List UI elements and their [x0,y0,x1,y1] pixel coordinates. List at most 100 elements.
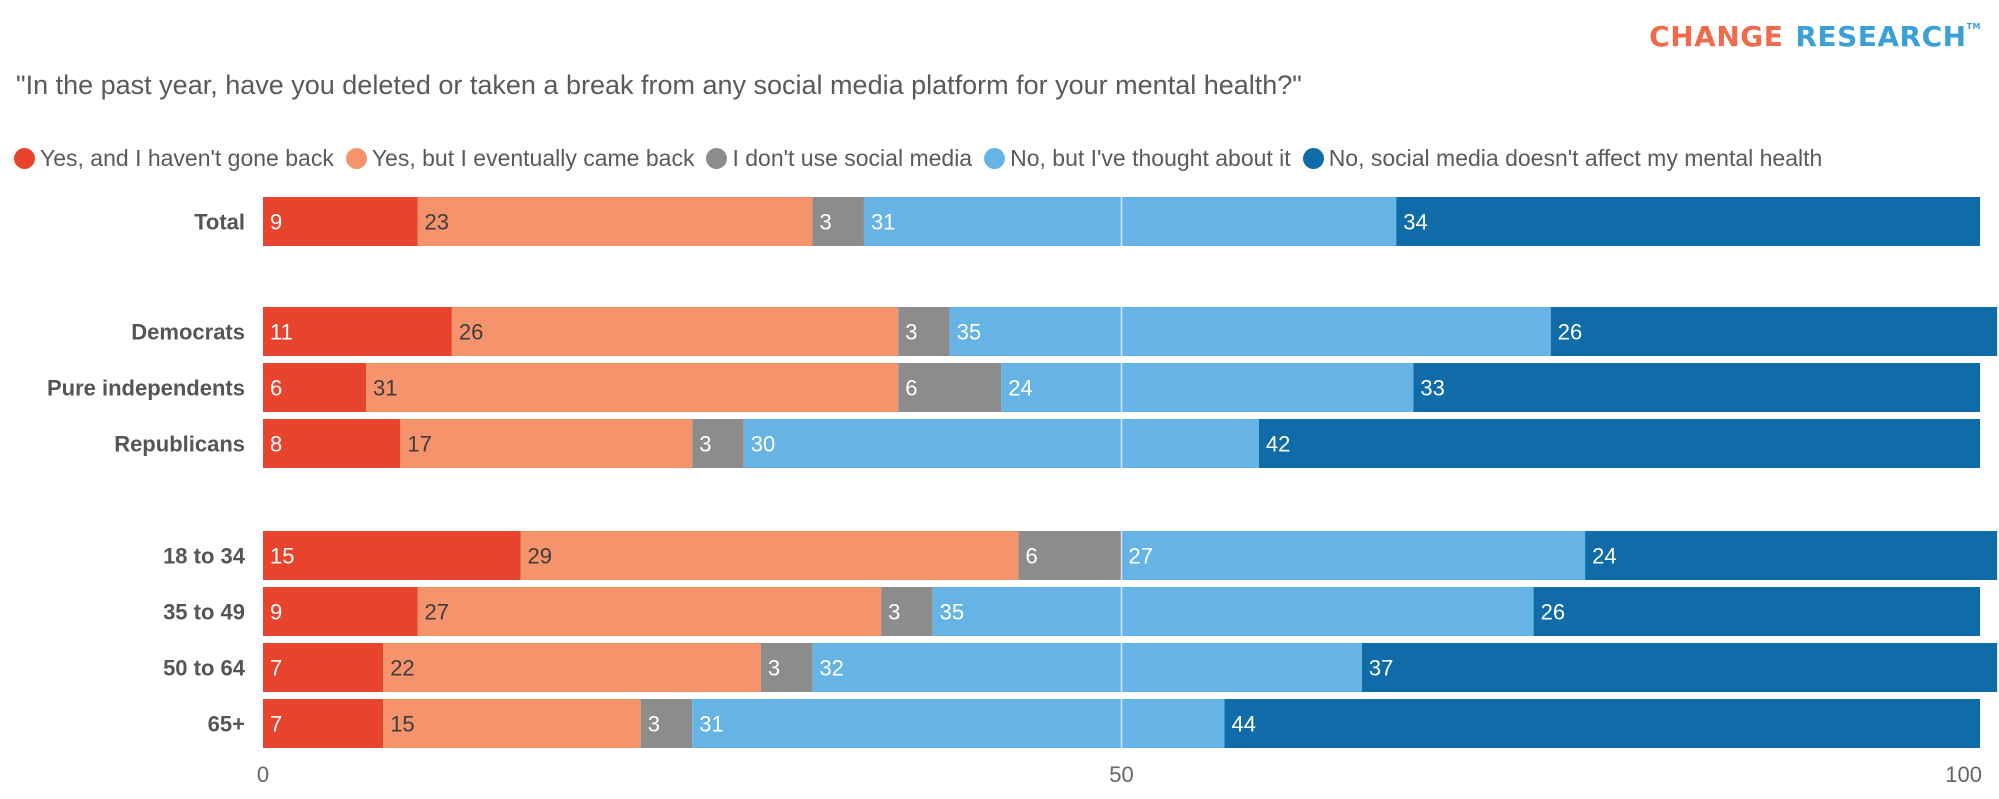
bar-segment [640,699,693,748]
bar-segment [263,587,418,636]
logo-word-research: RESEARCH [1795,20,1967,53]
value-label: 3 [888,600,900,625]
category-label: 35 to 49 [163,600,245,625]
change-research-logo: CHANGE RESEARCHTM [1649,20,1981,53]
bar-row: Republicans [114,419,1980,468]
bar-segment [383,699,641,748]
bar-segment [760,643,813,692]
legend-label: Yes, and I haven't gone back [40,145,334,171]
bar-segment [366,363,899,412]
value-label: 26 [1558,320,1582,345]
value-label: 33 [1420,376,1444,401]
bar-segment [1001,363,1414,412]
bar-segment [1258,419,1980,468]
value-label: 3 [768,656,780,681]
value-label: 26 [459,320,483,345]
value-label: 7 [270,712,282,737]
legend-swatch-icon [14,148,35,169]
value-label: 6 [270,376,282,401]
bar-row: 50 to 64 [163,643,1998,692]
bar-row: 18 to 34 [163,531,1998,580]
legend-swatch-icon [345,148,367,169]
bar-row: Pure independents [47,363,1980,412]
category-label: Pure independents [47,376,245,401]
bar-segment [263,197,418,246]
value-label: 3 [699,432,711,457]
value-label: 11 [270,320,293,345]
bar-segment [263,363,367,412]
legend-label: No, social media doesn't affect my menta… [1328,145,1823,171]
value-label: 44 [1232,712,1256,737]
category-label: Democrats [131,320,245,345]
bar-segment [263,699,384,748]
bar-segment [881,587,933,636]
value-label: 3 [905,320,917,345]
bar-segment [1224,699,1980,748]
bar-segment [1413,363,1980,412]
legend: Yes, and I haven't gone back Yes, but I e… [14,145,1834,172]
value-label: 31 [871,210,895,235]
value-label: 27 [425,600,449,625]
value-label: 30 [751,432,775,457]
bar-segment [812,643,1362,692]
value-label: 35 [957,320,981,345]
bar-segment [1361,643,1998,692]
logo-trademark: TM [1966,22,1981,31]
value-label: 7 [270,656,282,681]
category-label: Total [194,210,245,235]
legend-swatch-icon [706,148,728,169]
legend-item: No, social media doesn't affect my menta… [1302,145,1823,172]
value-label: 8 [270,432,282,457]
bar-segment [1121,531,1586,580]
legend-item: No, but I've thought about it [984,145,1291,172]
bar-row: Total [194,197,1980,246]
bar-segment [451,307,899,356]
value-label: 42 [1266,432,1290,457]
bar-segment [692,419,744,468]
bar-segment [692,699,1225,748]
bar-segment [812,197,864,246]
bar-segment [263,643,384,692]
bar-segment [863,197,1397,246]
bar-segment [1533,587,1980,636]
bar-segment [263,419,401,468]
bar-segment [263,307,452,356]
x-tick-label: 100 [1945,762,1982,787]
bar-segment [1396,197,1980,246]
x-tick-label: 50 [1109,762,1133,787]
value-label: 23 [425,210,449,235]
legend-item: Yes, but I eventually came back [345,145,694,172]
legend-label: I don't use social media [732,145,973,171]
logo-word-change: CHANGE [1649,20,1784,53]
bar-segment [417,587,882,636]
value-label: 35 [940,600,964,625]
legend-item: Yes, and I haven't gone back [14,145,334,172]
bar-row: Democrats [131,307,1998,356]
value-label: 37 [1369,656,1393,681]
value-label: 24 [1008,376,1032,401]
category-label: 18 to 34 [163,544,246,569]
value-label: 15 [270,544,294,569]
value-label: 9 [270,600,282,625]
legend-item: I don't use social media [706,145,972,172]
value-label: 29 [528,544,552,569]
x-tick-label: 0 [257,762,269,787]
chart-title: "In the past year, have you deleted or t… [16,70,1302,100]
value-label: 31 [699,712,723,737]
value-label: 6 [1025,544,1037,569]
bar-segment [743,419,1259,468]
bar-segment [1550,307,1998,356]
category-label: 65+ [208,712,245,737]
value-label: 22 [390,656,414,681]
bar-segment [400,419,693,468]
bar-segment [932,587,1534,636]
value-label: 27 [1129,544,1153,569]
value-label: 26 [1541,600,1565,625]
value-label: 17 [407,432,431,457]
bar-segment [898,307,950,356]
bar-segment [898,363,1002,412]
value-label: 31 [373,376,397,401]
legend-swatch-icon [1302,148,1324,169]
bar-segment [520,531,1019,580]
